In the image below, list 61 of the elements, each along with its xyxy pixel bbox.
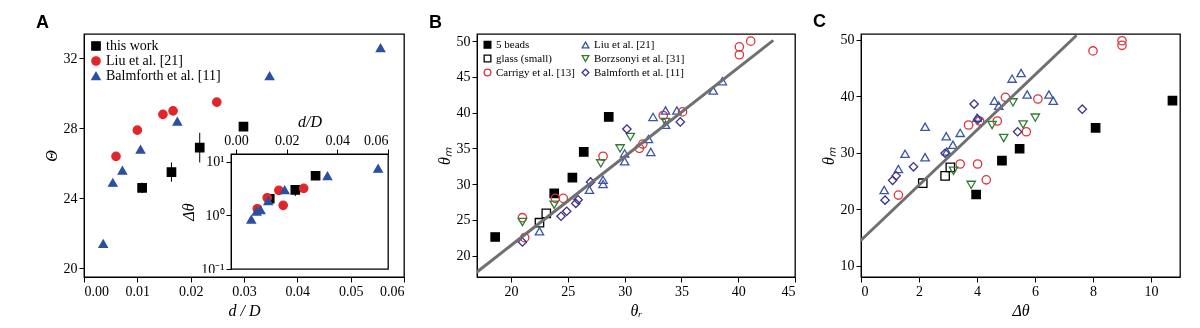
legend-label: this work [106,38,159,53]
y-axis-title: θₘ [819,147,837,165]
x-tick-label: 0 [861,283,869,299]
y-tick-label: 10¹ [206,154,225,170]
x-tick-label: 0.00 [84,283,109,299]
x-tick-label: 0.06 [380,283,405,299]
y-tick-label: 50 [456,33,471,49]
y-tick-label: 25 [456,212,471,228]
y-tick-label: 40 [840,88,855,104]
y-axis-title: Θ [42,149,60,162]
y-tick-label: 30 [456,176,471,192]
y-tick-label: 40 [456,105,471,121]
legend-label: Balmforth et al. [11] [106,68,221,83]
legend-label: Liu et al. [21] [106,53,183,68]
y-tick-label: 10 [840,258,855,274]
x-tick-label: 35 [674,283,689,299]
y-tick-label: 24 [63,190,78,206]
chart-title: A [36,12,49,32]
x-tick-label: 40 [731,283,746,299]
x-tick-label: 0.00 [224,132,249,148]
y-axis-title: Δθ [180,203,198,222]
legend-label: Carrigy et al. [13] [496,65,575,78]
y-tick-label: 30 [840,145,855,161]
y-tick-label: 45 [456,69,471,85]
legend-label: Balmforth et al. [11] [594,65,685,78]
x-tick-label: 0.04 [285,283,311,299]
x-tick-label: 10 [1144,283,1159,299]
x-tick-label: 25 [561,283,576,299]
x-tick-label: 8 [1090,283,1097,299]
chart-title: C [813,10,826,31]
y-tick-label: 20 [456,248,471,264]
x-axis-title: Δθ [1011,301,1030,319]
x-tick-label: 0.02 [178,283,204,299]
x-axis-title: d/D [298,112,323,130]
x-tick-label: 0.04 [325,132,351,148]
x-tick-label: 20 [504,283,519,299]
y-tick-label: 20 [63,260,78,276]
x-tick-label: 45 [781,283,796,299]
x-tick-label: 0.01 [125,283,151,299]
legend-label: glass (small) [496,51,553,65]
y-tick-label: 20 [840,201,855,217]
y-tick-label: 10⁻¹ [201,261,225,277]
y-tick-label: 32 [63,50,78,66]
x-axis-title: θᵣ [630,301,643,319]
x-tick-label: 0.02 [274,132,300,148]
x-axis-title: d / D [228,301,261,319]
y-axis-title: θₘ [435,147,453,165]
x-tick-label: 4 [974,283,981,299]
y-tick-label: 50 [840,32,855,48]
legend-label: 5 beads [496,37,530,50]
x-tick-label: 0.03 [232,283,257,299]
legend-label: Liu et al. [21] [594,38,655,50]
y-tick-label: 10⁰ [205,207,225,223]
x-tick-label: 2 [916,283,923,299]
x-tick-label: 6 [1032,283,1039,299]
x-tick-label: 30 [618,283,633,299]
legend-label: Borzsonyi et al. [31] [594,51,685,64]
x-tick-label: 0.06 [364,132,389,148]
x-tick-label: 0.05 [338,283,364,299]
chart-title: B [429,12,442,32]
y-tick-label: 28 [63,120,78,136]
